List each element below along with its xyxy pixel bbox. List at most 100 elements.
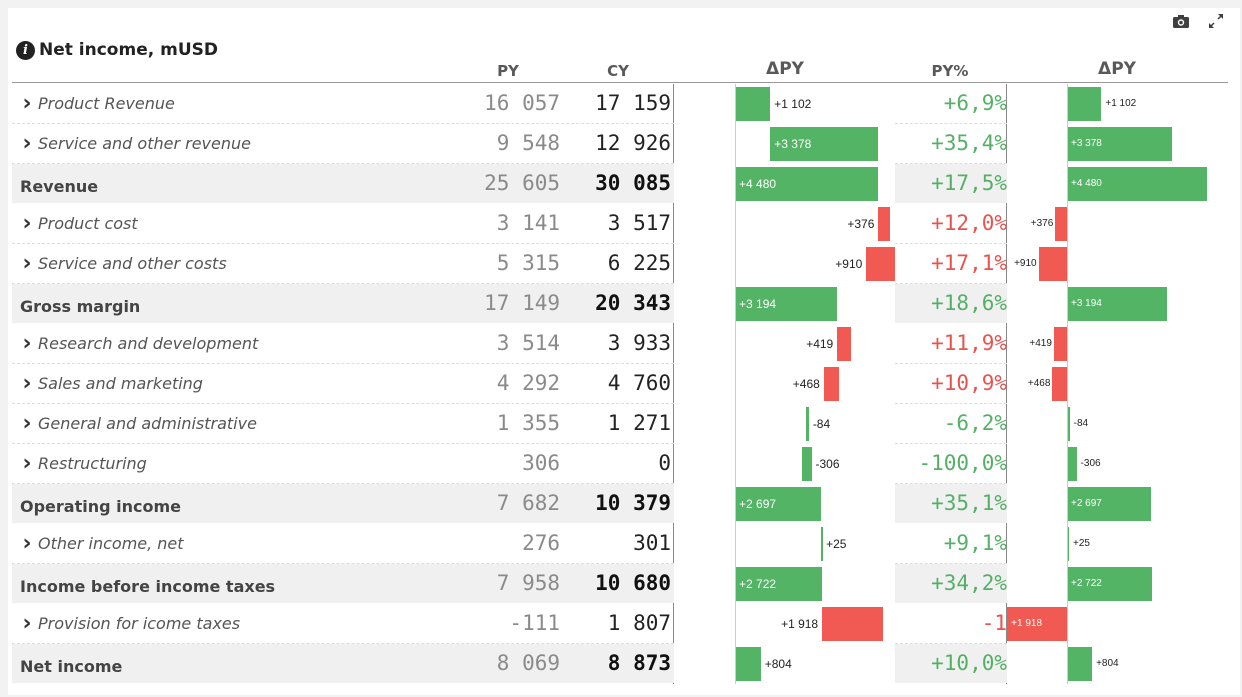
total-row[interactable]: Income before income taxes 7 958 10 680 +34… [12,564,1228,603]
delta-bar-label: +1 102 [1105,98,1137,109]
page-title: i Net income, mUSD [16,38,218,62]
row-label[interactable]: › Provision for icome taxes [12,604,674,644]
row-label: Gross margin [12,284,674,323]
delta-bar-label: +419 [1029,338,1052,349]
py-value: 4 292 [496,371,560,395]
total-row[interactable]: Revenue 25 605 30 085 +17,5% [12,164,1228,203]
row-name: Net income [20,657,123,676]
row-label[interactable]: › General and administrative [12,404,674,444]
row-name: Product Revenue [38,94,175,113]
chevron-right-icon[interactable]: › [22,411,32,436]
py-value: 306 [522,451,560,475]
py-percent-value: -1 727,9% [895,604,1007,674]
row-name: Other income, net [38,534,184,553]
py-percent-value: +35,4% [895,124,1007,164]
delta-bar [1067,407,1070,441]
py-value: 1 355 [496,411,560,435]
waterfall-bar-label: +1 102 [774,97,812,111]
table-row[interactable]: › Research and development 3 514 3 933 +11,9… [12,324,1228,364]
row-label[interactable]: › Other income, net [12,524,674,564]
row-label[interactable]: › Product Revenue [12,84,674,124]
delta-bar-label: +910 [1014,258,1037,269]
row-label: Net income [12,644,674,683]
waterfall-bar [735,167,879,201]
row-label[interactable]: › Product cost [12,204,674,244]
row-label[interactable]: › Research and development [12,324,674,364]
header-delta-py-2: ΔPY [1098,59,1136,79]
column-divider [673,84,674,684]
delta-bar-label: +4 480 [1071,178,1102,189]
cy-value: 1 271 [607,411,671,435]
waterfall-axis [735,84,736,684]
cy-value: 8 873 [607,651,671,675]
expand-icon[interactable] [1207,12,1225,30]
table-row[interactable]: › Service and other costs 5 315 6 225 +17,1% [12,244,1228,284]
py-value: 8 069 [496,651,560,675]
py-value: 3 141 [496,211,560,235]
py-value: 5 315 [496,251,560,275]
chevron-right-icon[interactable]: › [22,531,32,556]
row-label: Income before income taxes [12,564,674,603]
row-name: Sales and marketing [38,374,203,393]
row-label[interactable]: › Restructuring [12,444,674,484]
chevron-right-icon[interactable]: › [22,251,32,276]
title-text: Net income, mUSD [39,40,218,60]
chevron-right-icon[interactable]: › [22,611,32,636]
chevron-right-icon[interactable]: › [22,91,32,116]
delta-bar [1067,127,1173,161]
row-label[interactable]: › Service and other revenue [12,124,674,164]
table-row[interactable]: › Other income, net 276 301 +9,1% [12,524,1228,564]
py-value: 276 [522,531,560,555]
info-icon[interactable]: i [16,40,35,60]
table-row[interactable]: › General and administrative 1 355 1 271 -6,… [12,404,1228,444]
delta-bar [1067,527,1069,561]
py-percent-value: -6,2% [895,404,1007,444]
waterfall-bar-label: +910 [835,257,863,271]
table-row[interactable]: › Service and other revenue 9 548 12 926 +35… [12,124,1228,164]
waterfall-bar [735,487,822,521]
py-percent-value: +6,9% [895,84,1007,124]
waterfall-bar [735,647,761,681]
row-name: Revenue [20,177,99,196]
delta-bar-label: -306 [1080,458,1101,469]
py-value: 7 958 [496,571,560,595]
delta-bar-label: +2 697 [1071,498,1102,509]
row-label[interactable]: › Service and other costs [12,244,674,284]
table-row[interactable]: › Provision for icome taxes -111 1 807 -1 72… [12,604,1228,674]
delta-bar [1067,287,1167,321]
total-row[interactable]: Operating income 7 682 10 379 +35,1% [12,484,1228,523]
chevron-right-icon[interactable]: › [22,131,32,156]
waterfall-bar [878,207,891,241]
py-percent-value: +11,9% [895,324,1007,364]
cy-value: 3 933 [607,331,671,355]
delta-bar [1067,567,1152,601]
row-label[interactable]: › Sales and marketing [12,364,674,404]
waterfall-bar [821,527,824,561]
header-py: PY [497,62,519,80]
header-py-percent: PY% [931,62,969,80]
row-name: Operating income [20,497,182,516]
row-name: Product cost [38,214,138,233]
chevron-right-icon[interactable]: › [22,211,32,236]
row-name: Service and other revenue [38,134,251,153]
delta-bar [1052,367,1067,401]
chevron-right-icon[interactable]: › [22,451,32,476]
camera-icon[interactable] [1172,12,1190,30]
total-row[interactable]: Gross margin 17 149 20 343 +18,6% [12,284,1228,323]
cy-value: 20 343 [595,291,671,315]
row-label: Operating income [12,484,674,523]
table-row[interactable]: › Product cost 3 141 3 517 +12,0% [12,204,1228,244]
chevron-right-icon[interactable]: › [22,331,32,356]
py-value: 9 548 [496,131,560,155]
table-row[interactable]: › Sales and marketing 4 292 4 760 +10,9% [12,364,1228,404]
delta-bar [1067,447,1077,481]
table-row[interactable]: › Product Revenue 16 057 17 159 +6,9% [12,84,1228,124]
delta-bar-label: +1 918 [1011,618,1043,629]
waterfall-bar [735,87,771,121]
chevron-right-icon[interactable]: › [22,371,32,396]
cy-value: 3 517 [607,211,671,235]
table-row[interactable]: › Restructuring 306 0 -100,0% [12,444,1228,484]
cy-value: 12 926 [595,131,671,155]
waterfall-bar-label: +419 [806,337,834,351]
total-row[interactable]: Net income 8 069 8 873 +10,0% [12,644,1228,683]
